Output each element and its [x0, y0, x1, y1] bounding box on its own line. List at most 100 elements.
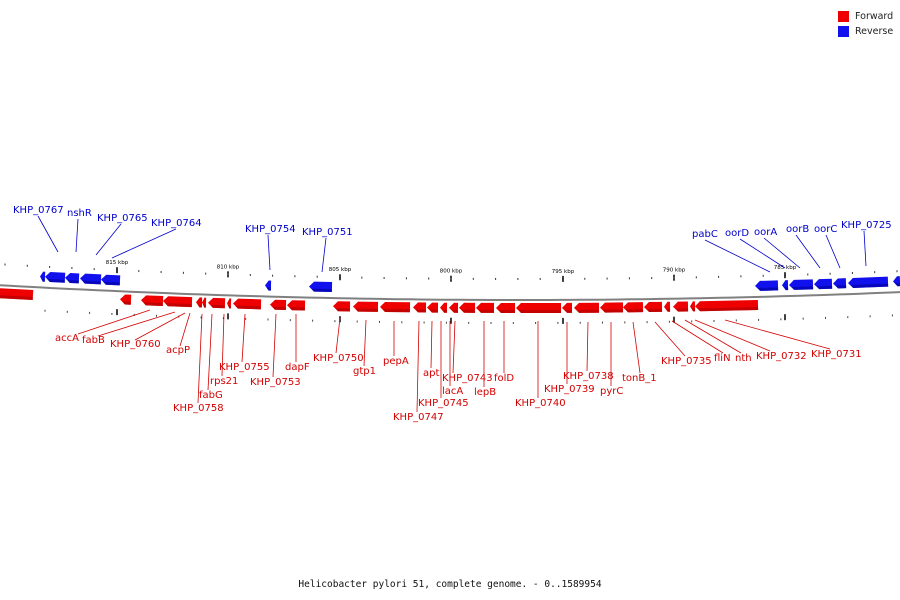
gene-arrow [623, 302, 644, 313]
gene-label: KHP_0735 [661, 356, 712, 367]
scale-label: 815 kbp [106, 260, 129, 266]
leader-line [37, 215, 59, 253]
gene-label: KHP_0754 [245, 224, 296, 235]
gene-arrow [0, 288, 34, 301]
leader-line [704, 239, 771, 273]
gene-shade [67, 279, 79, 284]
gene-arrow [427, 302, 439, 313]
gene-arrow [101, 274, 121, 286]
leader-line [694, 319, 771, 352]
gene-shade [266, 287, 271, 291]
gene-label: KHP_0747 [393, 412, 444, 423]
gene-label: KHP_0751 [302, 227, 353, 238]
leader-line [632, 321, 641, 374]
gene-arrow [265, 280, 272, 291]
gene-label: dapF [285, 362, 310, 373]
gene-label: rps21 [210, 376, 238, 387]
gene-arrow [459, 302, 476, 313]
legend: Forward Reverse [838, 9, 893, 39]
leader-line [77, 309, 151, 335]
gene-label: acpP [166, 345, 190, 356]
reverse-genes [40, 271, 900, 293]
gene-arrow [80, 273, 102, 285]
leader-line [197, 313, 203, 404]
leader-line [416, 320, 420, 413]
gene-shade [602, 309, 624, 313]
gene-shade [576, 309, 600, 313]
leader-line [430, 320, 433, 369]
gene-arrow [562, 302, 573, 313]
gene-label: pabC [692, 229, 718, 240]
gene-arrow [196, 297, 203, 308]
gene-label: nth [735, 353, 752, 364]
gene-shade [228, 305, 231, 309]
leader-line [111, 228, 177, 259]
gene-arrow [782, 280, 789, 291]
gene-shade [429, 309, 438, 313]
leader-line [97, 311, 176, 337]
gene-arrow [789, 279, 814, 290]
scale-label: 800 kbp [440, 269, 463, 275]
gene-shade [210, 304, 225, 309]
gene-label: apt [423, 368, 439, 379]
label-leaders [37, 215, 867, 413]
legend-forward-label: Forward [855, 11, 894, 22]
leader-line [586, 321, 589, 372]
gene-label: oorB [786, 224, 809, 235]
scale-ticks: 815 kbp 810 kbp 805 kbp 800 kbp 795 kbp 790 k… [4, 260, 898, 282]
gene-shade [691, 308, 696, 312]
scale-label: 785 kbp [774, 265, 797, 271]
gene-shade [783, 287, 789, 291]
genome-backbone [0, 284, 900, 301]
gene-label: KHP_0753 [250, 377, 301, 388]
gene-label: KHP_0764 [151, 218, 202, 229]
gene-label: gtp1 [353, 366, 376, 377]
gene-arrow [673, 301, 689, 312]
gene-arrow [287, 300, 306, 311]
scale-label: 795 kbp [552, 269, 575, 275]
gene-shade [82, 280, 101, 285]
gene-label: fliN [714, 353, 731, 364]
leader-line [739, 238, 786, 269]
legend-reverse-label: Reverse [855, 26, 894, 37]
gene-arrow [120, 294, 132, 305]
gene-shade [757, 287, 779, 291]
gene-arrow [353, 301, 379, 312]
gene-label: KHP_0745 [418, 398, 469, 409]
gene-shade [850, 283, 889, 288]
gene-arrow [848, 276, 889, 288]
gene-label: KHP_0767 [13, 205, 64, 216]
leader-line [221, 313, 225, 377]
gene-shade [461, 309, 475, 313]
leader-line [207, 313, 213, 391]
leader-line [795, 234, 821, 269]
gene-arrow [65, 273, 80, 284]
gene-arrow [644, 301, 663, 313]
leader-line [654, 321, 686, 357]
gene-labels: accA fabB KHP_0760 acpP fabG KHP_0758 rps21 KHP… [13, 205, 892, 423]
gene-shade [289, 307, 305, 311]
forward-swatch [838, 11, 849, 22]
leader-line [335, 317, 341, 354]
gene-shade [311, 288, 332, 293]
leader-line [95, 223, 122, 256]
leader-line [321, 237, 327, 273]
gene-shade [103, 281, 120, 286]
gene-label: KHP_0739 [544, 384, 595, 395]
gene-shade [0, 295, 33, 301]
gene-shade [564, 309, 573, 313]
gene-shade [697, 306, 759, 312]
genome-caption: Helicobacter pylori 51, complete genome.… [298, 579, 602, 590]
scale-label: 790 kbp [663, 268, 686, 274]
leader-line [267, 234, 271, 271]
leader-line [684, 319, 742, 354]
gene-arrow [664, 301, 671, 312]
leader-line [863, 230, 867, 267]
leader-line [134, 312, 186, 341]
gene-label: fabG [199, 390, 223, 401]
gene-arrow [163, 296, 193, 308]
gene-shade [143, 302, 163, 307]
gene-label: KHP_0738 [563, 371, 614, 382]
gene-shade [478, 309, 494, 313]
